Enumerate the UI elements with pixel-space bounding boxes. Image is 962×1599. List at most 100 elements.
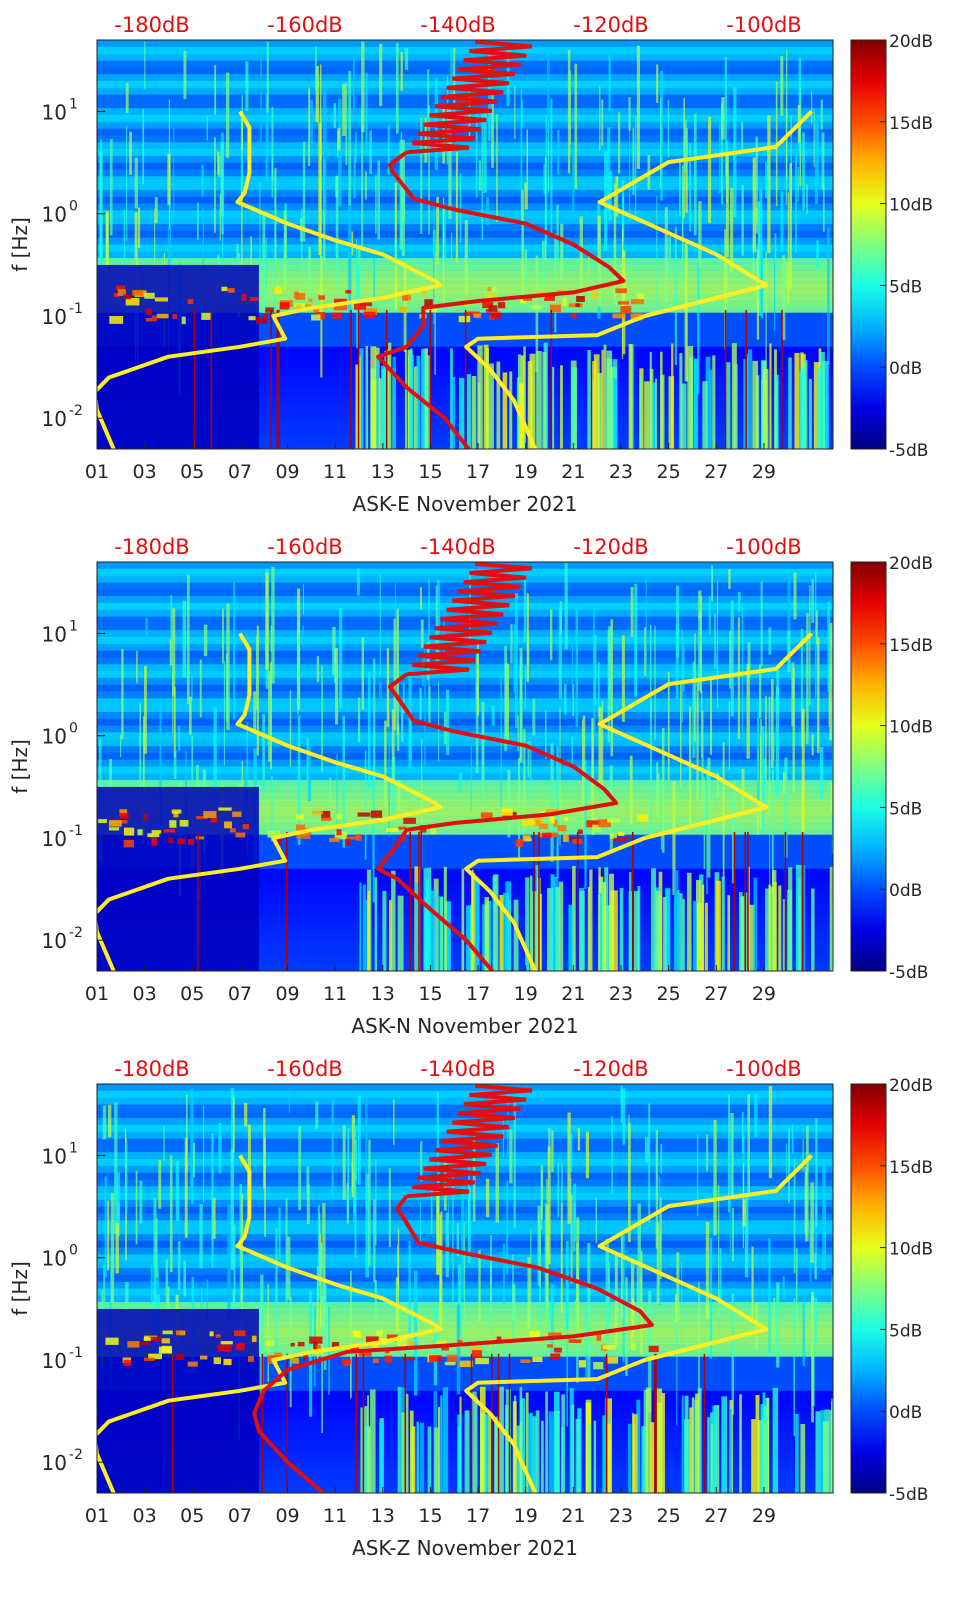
heatmap-streak — [185, 1094, 188, 1172]
heatmap-streak — [682, 180, 684, 281]
heatmap-streak — [585, 1306, 587, 1378]
heatmap-column — [760, 1404, 765, 1493]
heatmap-streak — [217, 151, 220, 175]
heatmap-column — [503, 892, 509, 971]
y-tick-label: 10 — [42, 1247, 67, 1271]
heatmap-microseism — [384, 1349, 390, 1354]
heatmap-streak — [742, 1199, 746, 1227]
heatmap-streak — [530, 740, 532, 806]
heatmap-microseism — [547, 1344, 554, 1348]
heatmap-streak — [724, 56, 728, 177]
heatmap-streak — [524, 182, 528, 210]
x-tick-label: 11 — [323, 983, 347, 1005]
heatmap-column — [599, 892, 602, 971]
heatmap-streak — [725, 154, 729, 258]
heatmap-column — [493, 874, 499, 971]
heatmap-streak — [393, 1099, 395, 1145]
heatmap-column — [367, 1395, 370, 1493]
heatmap-streak — [218, 1122, 222, 1174]
heatmap-band — [97, 691, 833, 699]
heatmap-microseism — [402, 292, 408, 301]
heatmap-column — [645, 1387, 652, 1493]
heatmap-column — [370, 346, 377, 449]
heatmap-streak — [373, 257, 376, 303]
heatmap-streak — [550, 98, 553, 234]
heatmap-streak — [321, 665, 323, 772]
heatmap-band — [97, 1383, 833, 1392]
heatmap-streak — [184, 1138, 188, 1238]
heatmap-microseism — [331, 1342, 340, 1350]
heatmap-streak — [575, 609, 578, 727]
heatmap-microseism — [291, 1357, 299, 1364]
heatmap-streak — [721, 97, 725, 140]
heatmap-streak — [408, 1240, 411, 1334]
heatmap-streak — [191, 676, 193, 702]
heatmap-column — [443, 866, 447, 971]
heatmap-streak — [716, 772, 720, 798]
heatmap-microseism — [520, 1359, 531, 1363]
heatmap-streak — [567, 50, 571, 174]
y-tick-exponent: -1 — [69, 301, 83, 317]
heatmap-streak — [760, 726, 765, 781]
heatmap-streak — [815, 1297, 818, 1343]
heatmap-column — [794, 352, 800, 449]
heatmap-streak — [579, 216, 583, 299]
heatmap-streak — [150, 1263, 153, 1306]
heatmap-column — [822, 1421, 829, 1493]
heatmap-streak — [397, 1228, 400, 1291]
heatmap-column — [795, 864, 802, 971]
heatmap-band — [97, 575, 833, 584]
heatmap-band — [97, 305, 833, 314]
heatmap-streak — [323, 1284, 327, 1371]
heatmap-microseism — [297, 1341, 305, 1347]
heatmap-streak — [828, 667, 830, 727]
heatmap-microseism — [147, 833, 160, 838]
heatmap-streak — [335, 175, 339, 289]
heatmap-streak — [404, 47, 409, 70]
heatmap-microseism — [224, 821, 232, 829]
heatmap-microseism — [420, 290, 426, 295]
heatmap-streak — [698, 590, 702, 619]
heatmap-streak — [145, 617, 149, 639]
heatmap-spike — [744, 831, 747, 971]
heatmap-streak — [605, 1239, 610, 1340]
psd-high-frequency-curve — [406, 40, 533, 155]
heatmap-microseism — [532, 1356, 543, 1363]
y-tick-exponent: 1 — [69, 1140, 78, 1156]
heatmap-microseism — [592, 290, 598, 299]
heatmap-microseism — [311, 314, 321, 321]
heatmap-streak — [507, 769, 511, 838]
heatmap-microseism — [458, 315, 471, 323]
heatmap-streak — [506, 47, 510, 107]
heatmap-streak — [757, 201, 760, 300]
heatmap-microseism — [515, 838, 524, 847]
heatmap-column — [601, 349, 604, 449]
heatmap-streak — [289, 1296, 292, 1408]
heatmap-column — [388, 342, 392, 449]
heatmap-column — [739, 1394, 742, 1493]
heatmap-microseism — [158, 1346, 173, 1354]
heatmap-streak — [139, 1180, 143, 1224]
heatmap-streak — [741, 603, 744, 732]
psd-high-frequency-curve — [406, 1084, 533, 1199]
heatmap-streak — [108, 1104, 112, 1138]
heatmap-spike — [193, 309, 196, 449]
low-noise-model-curve — [97, 110, 442, 449]
heatmap-streak — [729, 1134, 732, 1266]
heatmap-microseism — [187, 838, 195, 845]
heatmap-streak — [785, 263, 789, 288]
heatmap-streak — [262, 714, 266, 793]
heatmap-column — [428, 867, 432, 971]
heatmap-streak — [99, 139, 103, 278]
heatmap-column — [650, 1422, 657, 1493]
heatmap-streak — [211, 1133, 214, 1268]
heatmap-streak — [709, 1238, 713, 1359]
heatmap-band — [97, 807, 833, 815]
heatmap-band — [97, 834, 833, 843]
high-noise-model-curve — [464, 632, 814, 971]
heatmap-streak — [306, 1185, 310, 1225]
heatmap-streak — [595, 1198, 598, 1243]
heatmap-streak — [792, 667, 795, 793]
heatmap-microseism — [615, 288, 627, 294]
heatmap-microseism — [241, 293, 247, 301]
